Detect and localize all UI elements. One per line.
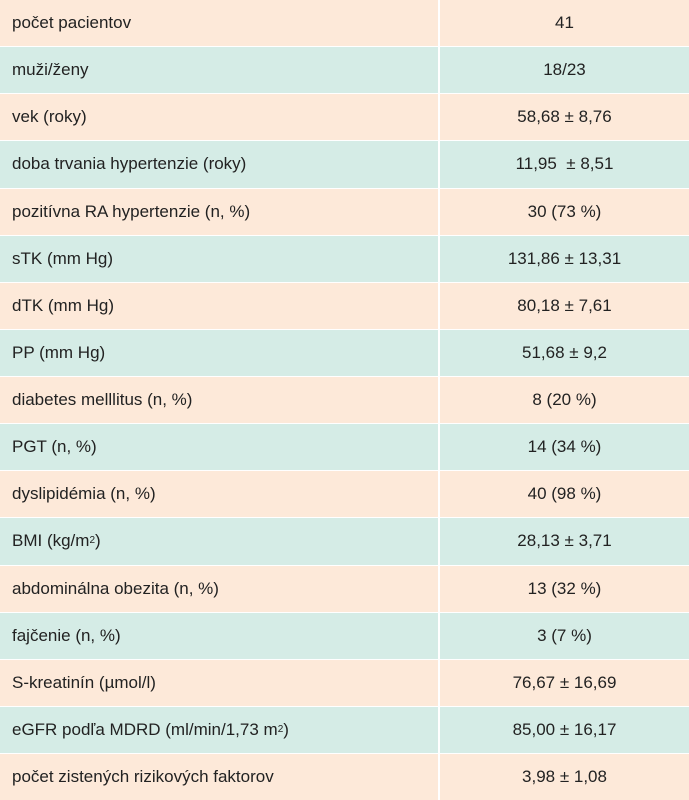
table-row: dTK (mm Hg) 80,18 ± 7,61 [0,282,689,330]
row-label: diabetes melllitus (n, %) [0,377,440,424]
row-label: počet pacientov [0,0,440,47]
table-row: počet pacientov 41 [0,0,689,48]
row-label: vek (roky) [0,94,440,141]
row-value: 18/23 [543,60,586,80]
row-value: 76,67 ± 16,69 [512,672,617,692]
row-value: 40 (98 %) [527,484,602,504]
row-value: 131,86 ± 13,31 [507,248,622,268]
label-text: ) [95,531,101,551]
row-value: 58,68 ± 8,76 [517,107,612,127]
label-text: eGFR podľa MDRD (ml/min/1,73 m [12,719,278,739]
table-row: fajčenie (n, %) 3 (7 %) [0,612,689,660]
table-row: pozitívna RA hypertenzie (n, %) 30 (73 %… [0,188,689,236]
row-label: doba trvania hypertenzie (roky) [0,141,440,188]
table-row: S-kreatinín (µmol/l) 76,67 ± 16,69 [0,659,689,707]
table-row: abdominálna obezita (n, %) 13 (32 %) [0,565,689,613]
row-label: počet zistených rizikových faktorov [0,754,440,800]
row-label: PGT (n, %) [0,424,440,471]
row-value: 30 (73 %) [527,201,602,221]
table-row: BMI (kg/m 2) 28,13 ± 3,71 [0,518,689,566]
table-row: PGT (n, %) 14 (34 %) [0,424,689,472]
row-label: eGFR podľa MDRD (ml/min/1,73 m 2) [0,706,440,753]
row-value: 80,18 ± 7,61 [517,295,612,315]
row-label: sTK (mm Hg) [0,235,440,282]
row-value: 14 (34 %) [527,437,602,457]
row-value: 11,95 ± 8,51 [515,154,614,174]
row-label: BMI (kg/m 2) [0,518,440,565]
row-value: 28,13 ± 3,71 [517,531,612,551]
table-row: vek (roky) 58,68 ± 8,76 [0,94,689,142]
row-label: dyslipidémia (n, %) [0,471,440,518]
table-row: muži/ženy 18/23 [0,47,689,95]
table-row: sTK (mm Hg) 131,86 ± 13,31 [0,235,689,283]
row-label: abdominálna obezita (n, %) [0,565,440,612]
row-label: PP (mm Hg) [0,329,440,376]
table-row: počet zistených rizikových faktorov 3,98… [0,754,689,800]
row-value: 3 (7 %) [537,625,592,645]
row-value: 3,98 ± 1,08 [522,767,607,787]
table-row: eGFR podľa MDRD (ml/min/1,73 m 2) 85,00 ±… [0,706,689,754]
row-value: 51,68 ± 9,2 [522,342,607,362]
label-text: ) [283,719,289,739]
table-row: diabetes melllitus (n, %) 8 (20 %) [0,377,689,425]
row-value: 8 (20 %) [532,390,597,410]
row-value: 41 [555,13,574,33]
row-value: 13 (32 %) [527,578,602,598]
row-label: muži/ženy [0,47,440,94]
row-label: dTK (mm Hg) [0,282,440,329]
label-text: BMI (kg/m [12,531,90,551]
row-label: pozitívna RA hypertenzie (n, %) [0,188,440,235]
row-value: 85,00 ± 16,17 [512,719,617,739]
table-row: doba trvania hypertenzie (roky) 11,95 ± … [0,141,689,189]
row-label: fajčenie (n, %) [0,612,440,659]
table-row: dyslipidémia (n, %) 40 (98 %) [0,471,689,519]
row-label: S-kreatinín (µmol/l) [0,659,440,706]
table-row: PP (mm Hg) 51,68 ± 9,2 [0,329,689,377]
